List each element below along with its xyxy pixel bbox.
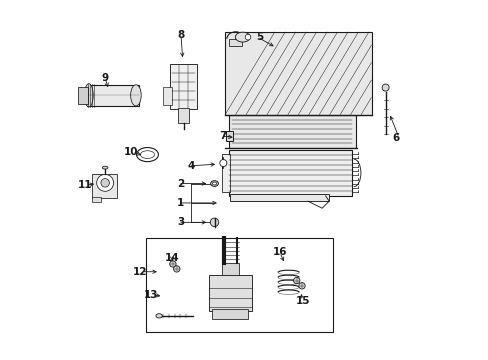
Text: 16: 16: [272, 247, 286, 257]
Circle shape: [210, 218, 218, 226]
Ellipse shape: [136, 148, 158, 162]
Text: 4: 4: [187, 161, 195, 171]
Circle shape: [169, 261, 176, 267]
Ellipse shape: [84, 84, 93, 107]
Circle shape: [101, 179, 109, 187]
Ellipse shape: [130, 85, 141, 106]
Text: 13: 13: [143, 290, 158, 300]
Circle shape: [244, 34, 250, 40]
Bar: [209, 275, 251, 311]
Bar: [228, 115, 355, 148]
Ellipse shape: [212, 182, 216, 185]
Text: 8: 8: [177, 30, 184, 40]
Circle shape: [97, 174, 113, 191]
Bar: [224, 32, 371, 115]
Bar: [145, 238, 332, 332]
Ellipse shape: [140, 151, 154, 158]
Text: 9: 9: [102, 73, 108, 83]
Circle shape: [298, 283, 305, 289]
Bar: [225, 131, 232, 141]
Text: 11: 11: [78, 180, 92, 190]
Bar: [163, 86, 172, 105]
Text: 7: 7: [219, 131, 226, 141]
Bar: [221, 263, 239, 275]
Ellipse shape: [102, 166, 108, 169]
Bar: [178, 108, 188, 123]
Bar: [212, 310, 248, 319]
Text: 6: 6: [392, 133, 399, 143]
Bar: [221, 153, 230, 192]
Ellipse shape: [235, 32, 250, 42]
Circle shape: [219, 159, 226, 167]
Text: 14: 14: [164, 253, 179, 262]
Bar: [230, 194, 328, 201]
Circle shape: [293, 277, 299, 284]
Bar: [92, 197, 101, 202]
Text: 10: 10: [124, 147, 139, 157]
Ellipse shape: [156, 314, 162, 318]
Bar: [170, 64, 197, 109]
Bar: [87, 85, 139, 106]
Text: 5: 5: [256, 32, 264, 42]
Bar: [228, 150, 351, 196]
Text: 15: 15: [295, 296, 309, 306]
Text: 2: 2: [177, 179, 184, 189]
Bar: [92, 174, 117, 198]
Circle shape: [173, 266, 180, 272]
Text: 3: 3: [177, 217, 184, 227]
Ellipse shape: [210, 181, 218, 186]
Bar: [228, 39, 242, 46]
Text: 1: 1: [177, 198, 184, 208]
Text: 12: 12: [133, 267, 147, 277]
Circle shape: [381, 84, 388, 91]
Bar: [78, 86, 88, 104]
